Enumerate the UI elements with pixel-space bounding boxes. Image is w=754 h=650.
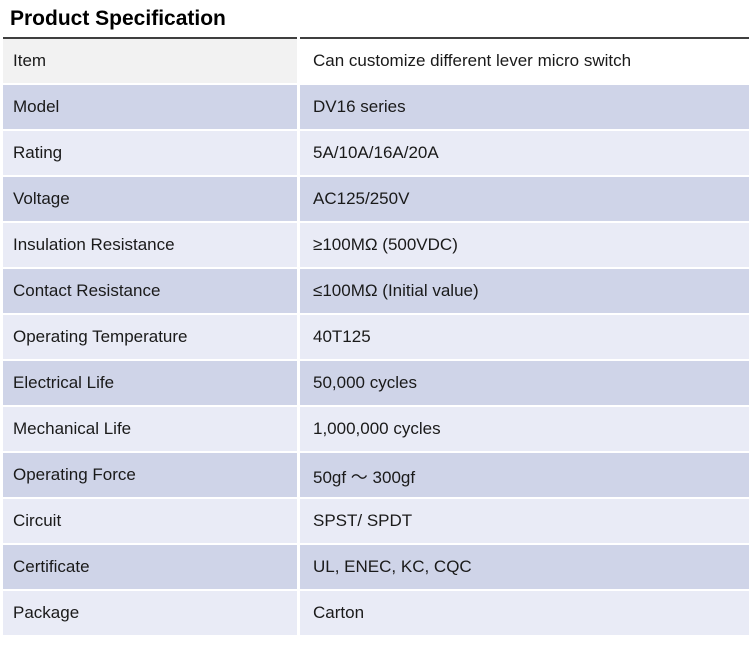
spec-value-cell: Can customize different lever micro swit… — [300, 37, 749, 83]
spec-value-cell: 1,000,000 cycles — [300, 407, 749, 451]
spec-value-cell: 40T125 — [300, 315, 749, 359]
spec-label-cell: Rating — [3, 131, 297, 175]
table-row: Contact Resistance ≤100MΩ (Initial value… — [3, 269, 749, 313]
spec-value-cell: ≥100MΩ (500VDC) — [300, 223, 749, 267]
table-row: Electrical Life 50,000 cycles — [3, 361, 749, 405]
table-row: Circuit SPST/ SPDT — [3, 499, 749, 543]
table-row: Item Can customize different lever micro… — [3, 37, 749, 83]
spec-label-cell: Operating Force — [3, 453, 297, 497]
table-row: Operating Temperature 40T125 — [3, 315, 749, 359]
spec-label-cell: Contact Resistance — [3, 269, 297, 313]
table-row: Voltage AC125/250V — [3, 177, 749, 221]
spec-label-cell: Certificate — [3, 545, 297, 589]
spec-value-cell: 5A/10A/16A/20A — [300, 131, 749, 175]
spec-value-cell: UL, ENEC, KC, CQC — [300, 545, 749, 589]
spec-label-cell: Circuit — [3, 499, 297, 543]
spec-value-cell: 50gf ～ 300gf — [300, 453, 749, 497]
spec-value-cell: AC125/250V — [300, 177, 749, 221]
spec-label-cell: Voltage — [3, 177, 297, 221]
spec-label-cell: Mechanical Life — [3, 407, 297, 451]
spec-label-cell: Package — [3, 591, 297, 635]
table-row: Rating 5A/10A/16A/20A — [3, 131, 749, 175]
table-row: Package Carton — [3, 591, 749, 635]
spec-table: Item Can customize different lever micro… — [0, 35, 752, 637]
spec-value-cell: DV16 series — [300, 85, 749, 129]
spec-table-body: Item Can customize different lever micro… — [3, 37, 749, 635]
spec-label-cell: Item — [3, 37, 297, 83]
page-title: Product Specification — [10, 7, 226, 30]
spec-value-cell: Carton — [300, 591, 749, 635]
spec-value-cell: ≤100MΩ (Initial value) — [300, 269, 749, 313]
spec-label-cell: Model — [3, 85, 297, 129]
spec-value-cell: SPST/ SPDT — [300, 499, 749, 543]
spec-label-cell: Operating Temperature — [3, 315, 297, 359]
spec-value-cell: 50,000 cycles — [300, 361, 749, 405]
page: Product Specification Item Can customize… — [0, 6, 754, 637]
table-row: Operating Force 50gf ～ 300gf — [3, 453, 749, 497]
spec-label-cell: Insulation Resistance — [3, 223, 297, 267]
table-row: Model DV16 series — [3, 85, 749, 129]
spec-label-cell: Electrical Life — [3, 361, 297, 405]
table-row: Insulation Resistance ≥100MΩ (500VDC) — [3, 223, 749, 267]
table-row: Mechanical Life 1,000,000 cycles — [3, 407, 749, 451]
table-row: Certificate UL, ENEC, KC, CQC — [3, 545, 749, 589]
